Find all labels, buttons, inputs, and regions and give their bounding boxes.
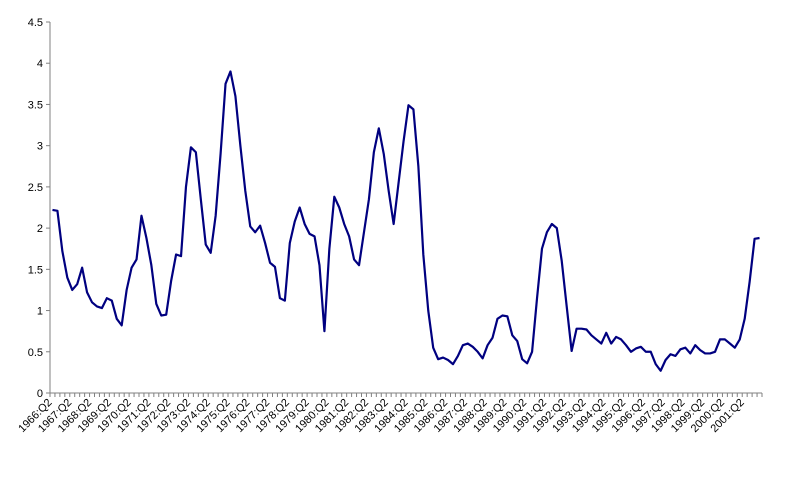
series-layer [52, 70, 760, 372]
y-tick-label: 4.5 [28, 17, 43, 29]
y-tick-label: 4 [37, 58, 43, 70]
y-tick-label: 3.5 [28, 99, 43, 111]
x-axis: 1966:Q21967:Q21968:Q21969:Q21970:Q21971:… [16, 392, 763, 435]
y-tick-label: 3 [37, 141, 43, 153]
y-tick-label: 1.5 [28, 264, 43, 276]
y-tick-label: 0 [37, 388, 43, 400]
y-tick-label: 2.5 [28, 182, 43, 194]
y-tick-label: 2 [37, 223, 43, 235]
y-tick-label: 1 [37, 306, 43, 318]
y-axis: 0 0.5 1 1.5 2 2.5 3 3.5 4 4.5 [28, 17, 51, 400]
series-line [52, 70, 760, 372]
y-tick-label: 0.5 [28, 347, 43, 359]
